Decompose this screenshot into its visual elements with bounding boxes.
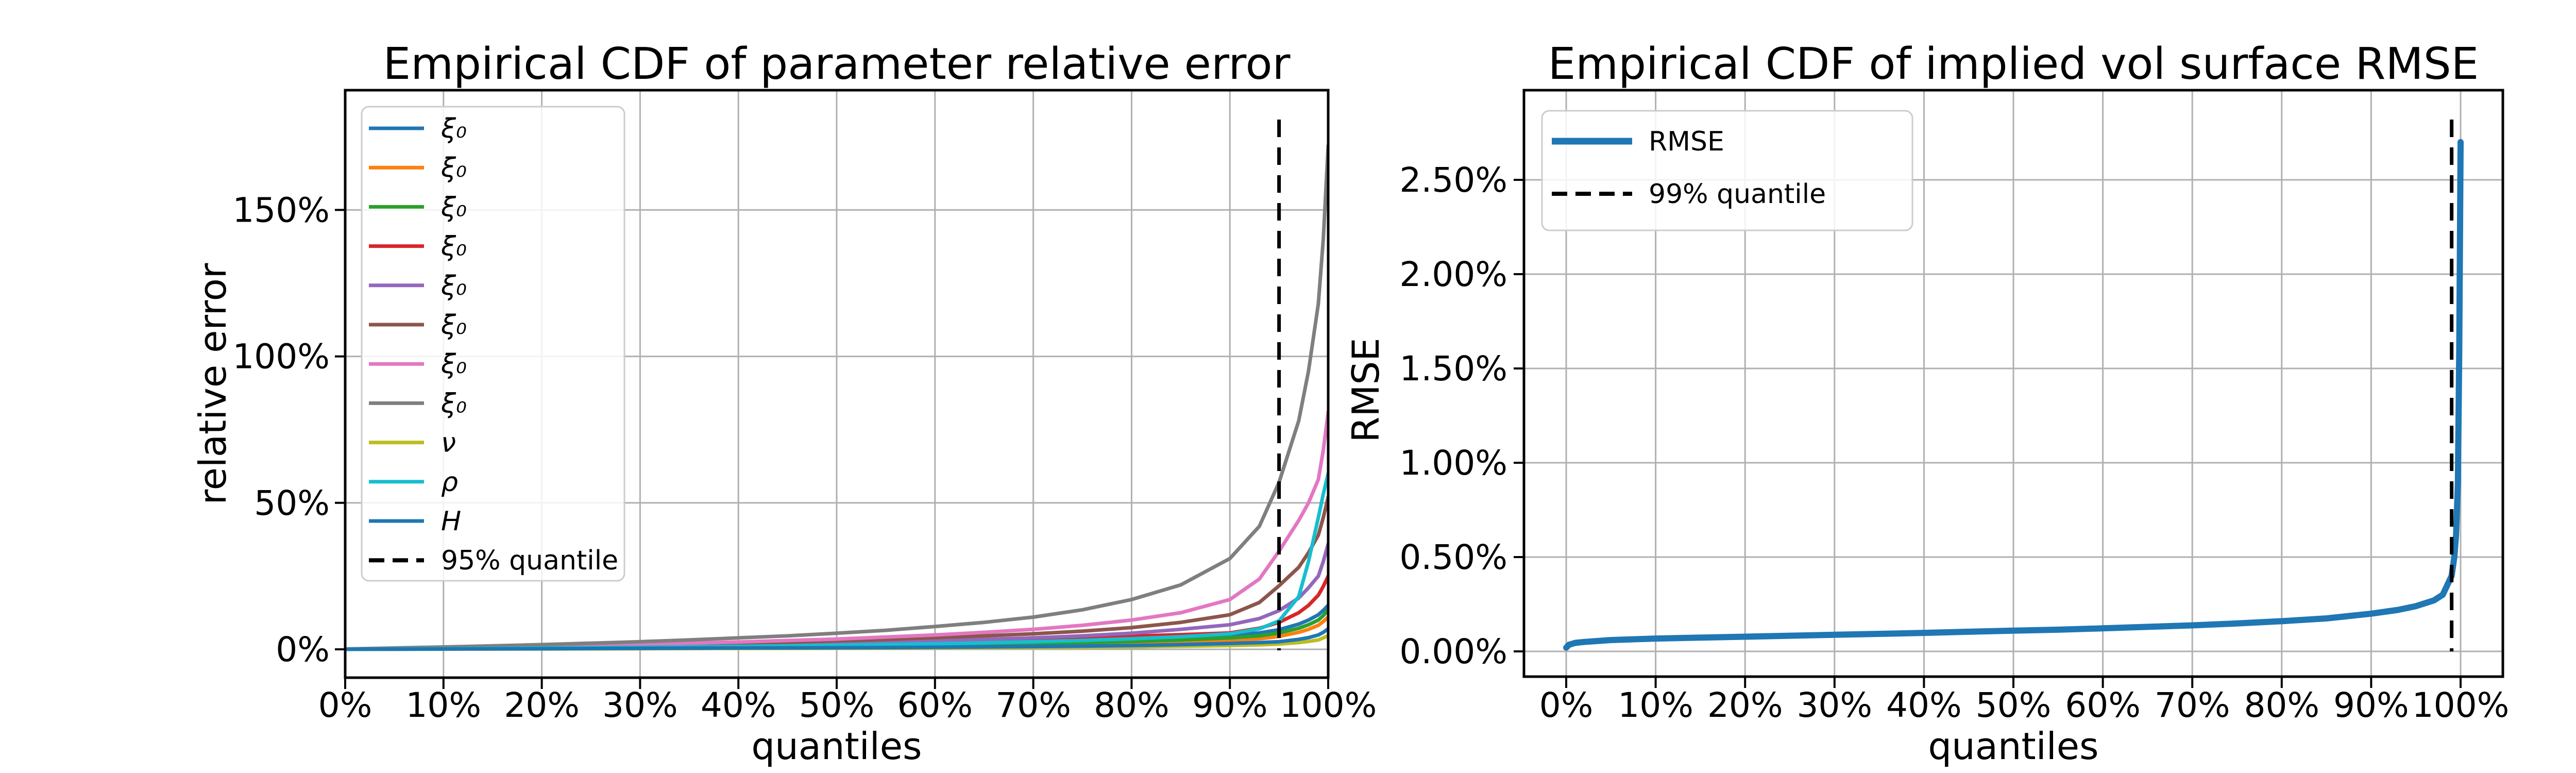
y-tick-label: 1.00% — [1399, 443, 1507, 483]
legend-label: ξ₀ — [440, 113, 467, 144]
legend-item: RMSE — [1552, 126, 1724, 157]
legend-label: ξ₀ — [440, 192, 467, 223]
legend-label: ρ — [441, 467, 458, 498]
legend-box — [1541, 110, 1913, 231]
x-tick-label: 90% — [1192, 685, 1268, 725]
x-axis-label: quantiles — [1928, 725, 2098, 768]
x-tick-label: 20% — [504, 685, 580, 725]
legend-label: 99% quantile — [1649, 179, 1826, 210]
y-axis-label: RMSE — [1344, 338, 1387, 442]
legend-item: ξ₀ — [369, 388, 467, 419]
legend-item: ξ₀ — [369, 310, 467, 341]
legend-label: ξ₀ — [440, 310, 467, 341]
x-tick-label: 30% — [602, 685, 678, 725]
x-tick-label: 10% — [1618, 685, 1693, 725]
y-tick-label: 2.50% — [1399, 160, 1507, 200]
x-tick-label: 60% — [897, 685, 973, 725]
legend-item: ν — [369, 428, 456, 459]
series-curves — [345, 143, 1328, 651]
x-tick-label: 30% — [1797, 685, 1872, 725]
legend-label: ξ₀ — [440, 388, 467, 419]
legend-label: ξ₀ — [440, 153, 467, 183]
y-axis: 0.00% 0.50% 1.00% 1.50% 2.00% 2.50% — [1399, 160, 1524, 671]
chart-title: Empirical CDF of implied vol surface RMS… — [1548, 39, 2479, 90]
series-line-param-relative-error-10 — [345, 627, 1328, 651]
legend-item: 95% quantile — [369, 545, 618, 576]
y-tick-label: 0.00% — [1399, 632, 1507, 671]
x-tick-label: 50% — [799, 685, 875, 725]
x-tick-label: 70% — [995, 685, 1071, 725]
x-tick-label: 20% — [1707, 685, 1783, 725]
x-tick-label: 60% — [2065, 685, 2141, 725]
y-tick-label: 0% — [276, 630, 330, 669]
x-tick-label: 90% — [2333, 685, 2409, 725]
x-tick-label: 0% — [1539, 685, 1594, 725]
y-tick-label: 50% — [254, 483, 330, 523]
x-tick-label: 80% — [1094, 685, 1170, 725]
legend-item: ξ₀ — [369, 192, 467, 223]
legend-box — [361, 106, 625, 582]
legend-label: ξ₀ — [440, 349, 467, 380]
x-tick-label: 40% — [701, 685, 776, 725]
legend-item: ξ₀ — [369, 349, 467, 380]
x-tick-label: 50% — [1976, 685, 2052, 725]
y-tick-label: 100% — [232, 337, 330, 377]
legend: ξ₀ ξ₀ ξ₀ ξ₀ ξ₀ ξ₀ ξ₀ ξ₀ νρH 95% quantile — [361, 106, 625, 582]
legend-label: ν — [441, 428, 456, 459]
x-tick-label: 100% — [2412, 685, 2510, 725]
legend-item: ξ₀ — [369, 113, 467, 144]
legend-label: 95% quantile — [441, 545, 618, 576]
y-tick-label: 150% — [232, 190, 330, 230]
x-axis: 0% 10% 20% 30% 40% 50% 60% 70% 80% 90% 100% — [1539, 677, 2510, 725]
x-tick-label: 40% — [1886, 685, 1962, 725]
y-tick-label: 2.00% — [1399, 255, 1507, 294]
legend-label: ξ₀ — [440, 271, 467, 301]
x-tick-label: 0% — [318, 685, 372, 725]
x-tick-label: 70% — [2155, 685, 2230, 725]
legend-item: ρ — [369, 467, 458, 498]
x-tick-label: 10% — [405, 685, 481, 725]
legend: RMSE 99% quantile — [1541, 110, 1913, 231]
legend-item: 99% quantile — [1552, 179, 1826, 210]
legend-label: ξ₀ — [440, 231, 467, 262]
x-axis: 0% 10% 20% 30% 40% 50% 60% 70% 80% 90% 100% — [318, 678, 1377, 725]
chart-title: Empirical CDF of parameter relative erro… — [383, 39, 1291, 90]
x-tick-label: 80% — [2244, 685, 2319, 725]
y-tick-label: 0.50% — [1399, 537, 1507, 577]
x-tick-label: 100% — [1280, 685, 1377, 725]
x-axis-label: quantiles — [751, 725, 922, 768]
legend-item: ξ₀ — [369, 153, 467, 183]
y-tick-label: 1.50% — [1399, 349, 1507, 389]
legend-label: RMSE — [1649, 126, 1724, 157]
legend-item: H — [369, 506, 461, 537]
y-axis-label: relative error — [191, 263, 234, 505]
param-relative-error-chart: 0% 10% 20% 30% 40% 50% 60% 70% 80% 90% 100% 0% 50% 10… — [191, 39, 1377, 768]
legend-item: ξ₀ — [369, 231, 467, 262]
series-line-param-relative-error-7 — [345, 143, 1328, 651]
legend-label: H — [441, 506, 461, 537]
y-axis: 0% 50% 100% 150% — [232, 190, 345, 669]
legend-item: ξ₀ — [369, 271, 467, 301]
implied-vol-rmse-chart: 0% 10% 20% 30% 40% 50% 60% 70% 80% 90% 100%0.00%0.… — [1344, 39, 2509, 768]
